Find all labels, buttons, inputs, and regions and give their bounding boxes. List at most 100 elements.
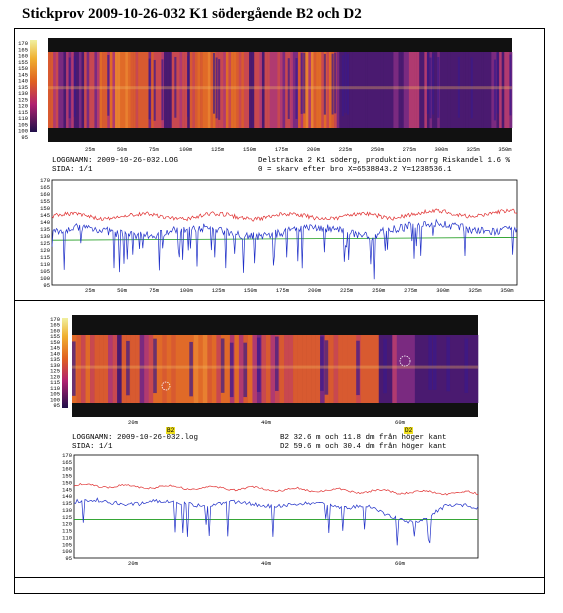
strip-column (419, 52, 423, 128)
strip-column (437, 335, 443, 403)
scale-label: 95 (53, 402, 60, 409)
strip-column (228, 52, 232, 128)
scale-label: 140 (50, 350, 60, 357)
y-tick-label: 120 (62, 521, 72, 528)
strip-column (171, 335, 177, 403)
temperature-profile-chart-1: 1701651601551501451401351301251201151101… (40, 177, 518, 294)
strip-column (401, 52, 405, 128)
strip-column (308, 52, 312, 128)
strip-column (234, 335, 240, 403)
y-tick-label: 170 (40, 177, 50, 184)
x-tick-label: 225m (339, 146, 353, 153)
cold-streak (153, 59, 156, 121)
cold-streak (470, 57, 473, 119)
panel-divider (14, 300, 545, 301)
scale-label: 155 (18, 59, 28, 66)
strip-column (202, 52, 206, 128)
strip-column (285, 52, 289, 128)
x-tick-label: 60m (395, 419, 406, 426)
x-tick-label: 300m (435, 146, 449, 153)
strip-column (192, 52, 196, 128)
strip-column (481, 52, 484, 128)
y-tick-label: 150 (62, 479, 72, 486)
scale-label: 125 (50, 368, 60, 375)
strip-column (318, 52, 322, 128)
scale-label: 110 (50, 385, 60, 392)
strip-column (423, 335, 429, 403)
strip-column (362, 52, 366, 128)
cold-streak (432, 53, 435, 115)
x-tick-label: 75m (149, 146, 160, 153)
strip-column (112, 52, 116, 128)
strip-column (225, 335, 231, 403)
strip-column (414, 335, 420, 403)
y-tick-label: 165 (62, 459, 72, 466)
y-tick-label: 135 (40, 226, 50, 233)
strip-column (393, 52, 397, 128)
strip-column (342, 335, 348, 403)
y-tick-label: 100 (40, 275, 50, 282)
strip-column (390, 52, 394, 128)
strip-column (194, 52, 198, 128)
heat-color-scale-1 (30, 40, 37, 132)
cold-streak (383, 338, 387, 394)
chart-frame (73, 454, 479, 559)
strip-column (459, 335, 465, 403)
strip-column (243, 52, 247, 128)
strip-column (405, 335, 411, 403)
strip-column (396, 335, 402, 403)
strip-column (94, 52, 98, 128)
strip-column (360, 335, 366, 403)
x-tick-label: 200m (308, 287, 322, 294)
cold-streak (493, 59, 497, 121)
strip-column (130, 335, 136, 403)
strip-column (202, 335, 208, 403)
strip-column (251, 52, 255, 128)
strip-column (50, 52, 54, 128)
strip-column (133, 52, 136, 128)
strip-column (354, 52, 358, 128)
strip-column (377, 52, 381, 128)
strip-column (351, 335, 357, 403)
cold-streak (68, 57, 71, 119)
strip-column (249, 52, 252, 128)
wheel-track-band (48, 86, 512, 90)
x-tick-label: 25m (85, 146, 96, 153)
strip-column (78, 52, 82, 128)
cold-streak (295, 58, 298, 119)
strip-column (292, 52, 296, 128)
strip-column (210, 52, 214, 128)
scale-label: 160 (18, 53, 28, 60)
cold-streak (72, 341, 76, 396)
strip-column (455, 52, 459, 128)
thermal-strip-1 (48, 38, 513, 142)
strip-column (180, 335, 186, 403)
strip-column (184, 52, 188, 128)
strip-column (478, 52, 482, 128)
info-line-1a: Delsträcka 2 K1 söderg, produktion norrg… (258, 157, 511, 165)
strip-column (365, 52, 368, 128)
strip-column (76, 335, 82, 403)
strip-column (439, 52, 443, 128)
strip-column (259, 52, 263, 128)
mean-temperature-series (73, 497, 479, 546)
cold-streak (148, 58, 151, 120)
strip-column (99, 335, 104, 403)
strip-column (115, 52, 118, 128)
strip-column (53, 52, 57, 128)
strip-column (321, 52, 325, 128)
y-tick-label: 100 (62, 548, 72, 555)
strip-column (347, 335, 352, 403)
strip-column (162, 335, 168, 403)
y-tick-label: 125 (62, 514, 72, 521)
x-tick-label: 250m (372, 287, 386, 294)
scale-label: 160 (50, 327, 60, 334)
chart-frame (51, 179, 518, 286)
x-tick-label: 40m (261, 419, 272, 426)
strip-column (66, 52, 69, 128)
strip-column (483, 52, 487, 128)
cold-streak (324, 340, 329, 395)
cold-streak (428, 335, 432, 390)
strip-column (282, 52, 286, 128)
strip-column (367, 52, 371, 128)
